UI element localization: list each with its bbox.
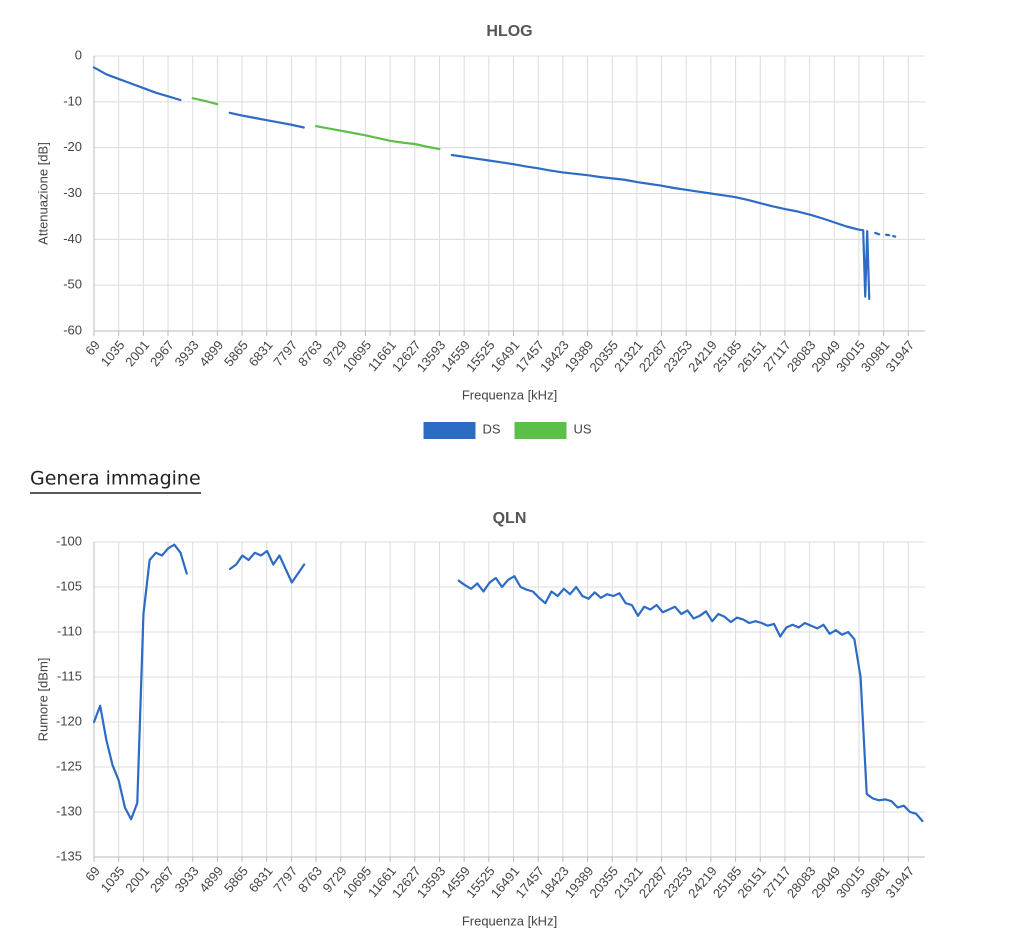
x-tick-label: 3933	[172, 863, 202, 895]
x-axis-title: Frequenza [kHz]	[462, 913, 557, 928]
y-tick-label: -105	[56, 578, 82, 593]
x-tick-label: 69	[82, 337, 103, 358]
x-tick-label: 2001	[122, 863, 152, 895]
x-tick-label: 7797	[270, 337, 300, 369]
y-axis-title: Attenuazione [dB]	[35, 142, 50, 245]
legend-swatch	[514, 422, 567, 439]
x-tick-label: 6831	[246, 863, 276, 895]
y-tick-label: -10	[63, 93, 82, 108]
y-tick-label: -40	[63, 231, 82, 246]
x-axis-title: Frequenza [kHz]	[462, 387, 557, 402]
y-tick-label: -115	[57, 668, 82, 683]
legend-label: DS	[483, 421, 501, 436]
x-tick-label: 8763	[295, 863, 325, 895]
x-tick-label: 2001	[122, 337, 152, 369]
y-tick-label: -135	[56, 848, 82, 863]
y-axis-title: Rumore [dBm]	[35, 658, 50, 742]
legend-swatch	[423, 422, 476, 439]
y-tick-label: -30	[63, 185, 82, 200]
x-tick-label: 8763	[295, 337, 325, 369]
x-tick-label: 1035	[98, 863, 128, 895]
x-tick-label: 5865	[221, 863, 251, 895]
series-line	[92, 543, 924, 823]
x-tick-label: 5865	[221, 337, 251, 369]
y-tick-label: -130	[56, 803, 82, 818]
y-tick-label: -60	[63, 322, 82, 337]
series-line	[191, 97, 441, 151]
x-tick-label: 7797	[270, 863, 300, 895]
x-tick-label: 6831	[246, 337, 276, 369]
x-tick-label: 4899	[196, 337, 226, 369]
x-tick-label: 2967	[147, 863, 177, 895]
generate-image-link[interactable]: Genera immagine	[30, 468, 201, 490]
y-tick-label: 0	[75, 47, 82, 62]
x-tick-label: 69	[82, 863, 103, 884]
y-tick-label: -120	[56, 713, 82, 728]
y-tick-label: -110	[57, 623, 82, 638]
y-tick-label: -100	[56, 533, 82, 548]
x-tick-label: 1035	[98, 337, 128, 369]
x-tick-label: 4899	[196, 863, 226, 895]
series-line	[92, 66, 897, 301]
y-tick-label: -125	[56, 758, 82, 773]
chart-title: QLN	[493, 510, 527, 527]
legend-label: US	[574, 421, 592, 436]
x-tick-label: 3933	[172, 337, 202, 369]
chart-title: HLOG	[486, 23, 532, 40]
y-tick-label: -50	[63, 277, 82, 292]
x-tick-label: 2967	[147, 337, 177, 369]
y-tick-label: -20	[63, 139, 82, 154]
